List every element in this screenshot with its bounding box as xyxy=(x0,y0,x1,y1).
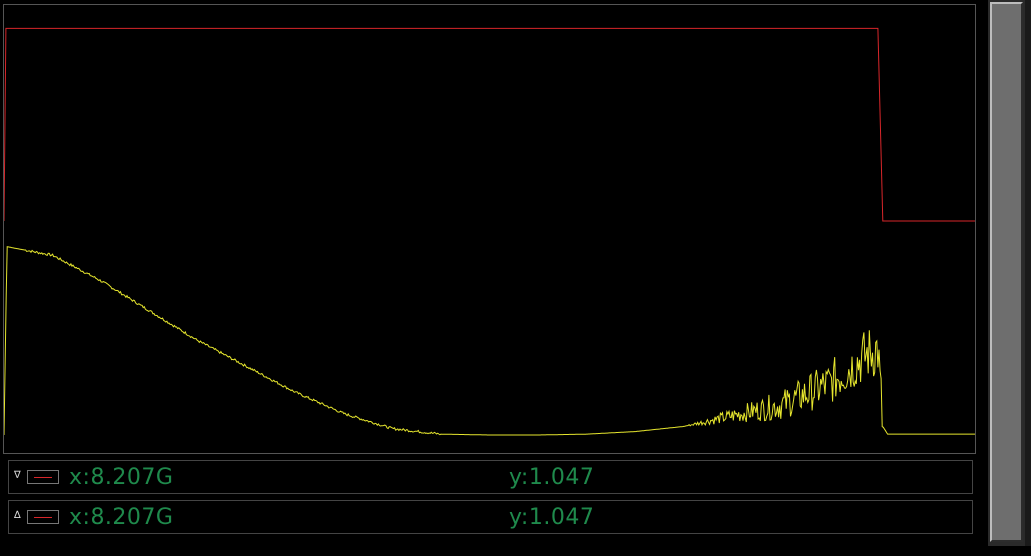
trace-color-swatch[interactable] xyxy=(27,510,59,524)
marker-readout-row: ∆ x:8.207G y:1.047 xyxy=(8,500,973,534)
y-value: 1.047 xyxy=(528,505,595,530)
vertical-scrollbar[interactable] xyxy=(988,0,1031,546)
scrollbar-edge xyxy=(1025,0,1031,546)
y-label: y: xyxy=(509,505,529,530)
x-label: x: xyxy=(69,505,91,530)
marker-y-readout: y:1.047 xyxy=(509,505,594,531)
scrollbar-thumb[interactable] xyxy=(990,2,1023,542)
x-label: x: xyxy=(69,465,91,490)
marker-x-readout: x:8.207G xyxy=(69,465,173,491)
trace-line xyxy=(4,246,975,436)
trace-line xyxy=(4,27,975,222)
plot-canvas xyxy=(4,27,975,436)
x-value: 8.207G xyxy=(90,465,174,490)
y-label: y: xyxy=(509,465,529,490)
trace-color-swatch[interactable] xyxy=(27,470,59,484)
x-value: 8.207G xyxy=(90,505,174,530)
y-value: 1.047 xyxy=(528,465,595,490)
plot-area[interactable] xyxy=(3,4,976,454)
marker-y-readout: y:1.047 xyxy=(509,465,594,491)
up-triangle-icon[interactable]: ∆ xyxy=(14,510,21,521)
down-triangle-icon[interactable]: ∇ xyxy=(14,470,21,481)
marker-x-readout: x:8.207G xyxy=(69,505,173,531)
marker-readout-row: ∇ x:8.207G y:1.047 xyxy=(8,460,973,494)
